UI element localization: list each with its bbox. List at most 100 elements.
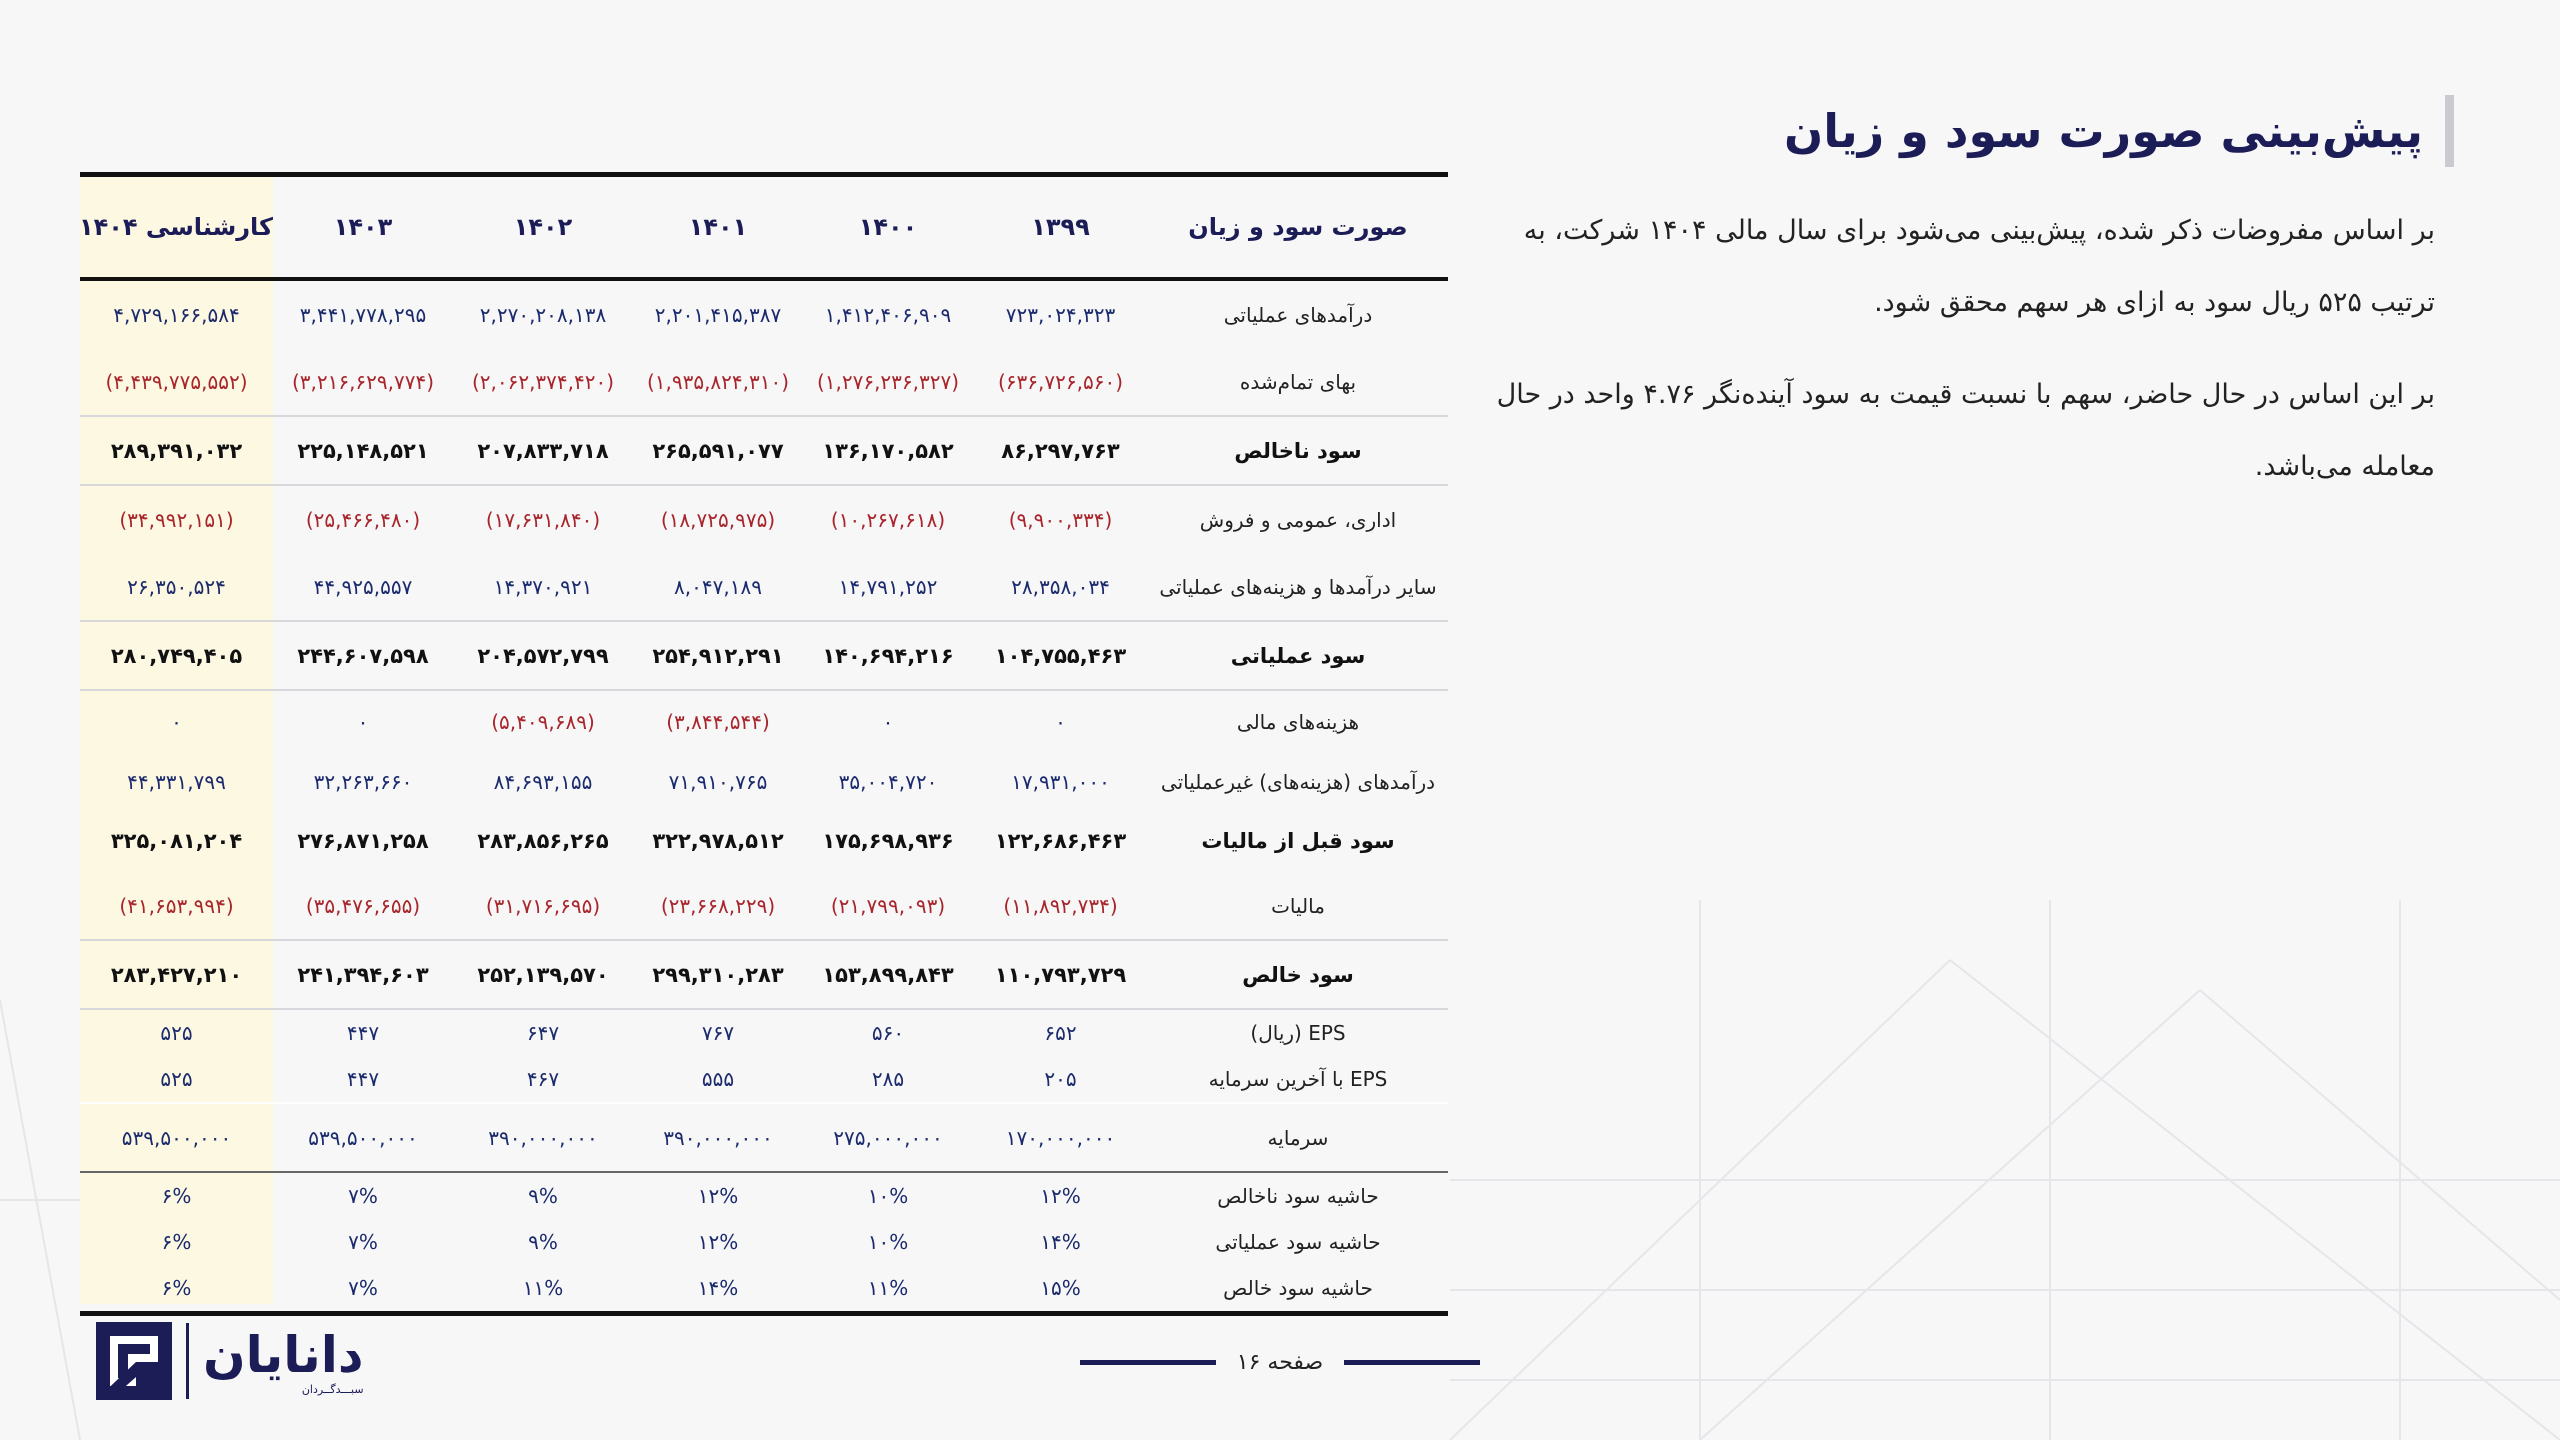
header-year-1400: ۱۴۰۰ [803, 174, 973, 281]
table-cell: (۲۳,۶۶۸,۲۲۹) [633, 872, 803, 941]
table-cell: ۳۲۵,۰۸۱,۲۰۴ [110, 829, 243, 853]
table-cell: ۰ [357, 710, 369, 734]
table-cell: ۳۲۲,۹۷۸,۵۱۲ [652, 829, 784, 853]
header-year-1402: ۱۴۰۲ [453, 174, 633, 281]
table-row: سایر درآمدها و هزینه‌های عملیاتی ۲۸,۳۵۸,… [80, 553, 1448, 622]
row-label: EPS با آخرین سرمایه [1148, 1056, 1448, 1104]
table-cell: ۵۵۵ [633, 1056, 803, 1104]
table-cell: ۲۰۵ [973, 1056, 1148, 1104]
table-cell: (۱,۹۳۵,۸۲۴,۳۱۰) [633, 348, 803, 417]
table-row: EPS با آخرین سرمایه ۲۰۵ ۲۸۵ ۵۵۵ ۴۶۷ ۴۴۷ … [80, 1056, 1448, 1104]
table-cell: ۱,۴۱۲,۴۰۶,۹۰۹ [824, 302, 952, 327]
table-cell: (۳۴,۹۹۲,۱۵۱) [119, 507, 234, 532]
table-row: درآمدهای (هزینه‌های) غیرعملیاتی ۱۷,۹۳۱,۰… [80, 753, 1448, 810]
table-cell: ۱۴% [1040, 1230, 1081, 1254]
table-cell: ۱۴۰,۶۹۴,۲۱۶ [803, 621, 973, 691]
logo-subtitle: سبـــدگــردان [301, 1382, 364, 1396]
table-cell: ۶۵۲ [1044, 1021, 1077, 1045]
description-text: بر اساس مفروضات ذکر شده، پیش‌بینی می‌شود… [1485, 195, 2435, 523]
table-cell: ۸,۰۴۷,۱۸۹ [633, 553, 803, 622]
logo-name: دانایان [203, 1325, 364, 1384]
table-cell: ۲۶۵,۵۹۱,۰۷۷ [633, 416, 803, 486]
page-title: پیش‌بینی صورت سود و زیان [1783, 104, 2423, 158]
table-cell: ۲۵۲,۱۳۹,۵۷۰ [453, 940, 633, 1010]
table-cell: (۳,۲۱۶,۶۲۹,۷۷۴) [273, 348, 453, 417]
table-cell: (۱۷,۶۳۱,۸۴۰) [485, 507, 601, 532]
title-accent-bar [2445, 95, 2454, 167]
company-logo: دانایان سبـــدگــردان [96, 1322, 364, 1400]
table-cell: ۳۹۰,۰۰۰,۰۰۰ [453, 1103, 633, 1173]
table-cell: ۲۴۱,۳۹۴,۶۰۳ [273, 940, 453, 1010]
table-cell: ۲۹۹,۳۱۰,۲۸۳ [633, 940, 803, 1010]
table-cell: ۱۵۳,۸۹۹,۸۴۳ [803, 940, 973, 1010]
income-statement-table-wrap: صورت سود و زیان ۱۳۹۹ ۱۴۰۰ ۱۴۰۱ ۱۴۰۲ ۱۴۰۳… [80, 172, 1448, 1316]
table-row: EPS (ریال) ۶۵۲ ۵۶۰ ۷۶۷ ۶۴۷ ۴۴۷ ۵۲۵ [80, 1009, 1448, 1056]
table-cell: ۳۹۰,۰۰۰,۰۰۰ [633, 1103, 803, 1173]
table-cell: ۷% [348, 1184, 378, 1208]
table-row: حاشیه سود خالص ۱۵% ۱۱% ۱۴% ۱۱% ۷% ۶% [80, 1265, 1448, 1314]
table-cell: (۹,۹۰۰,۳۳۴) [1008, 507, 1113, 532]
table-cell: ۶% [161, 1276, 192, 1300]
table-cell: ۲۸,۳۵۸,۰۳۴ [973, 553, 1148, 622]
table-cell: ۱۱% [522, 1276, 564, 1300]
table-cell: ۳,۴۴۱,۷۷۸,۲۹۵ [299, 302, 427, 327]
row-label: سود ناخالص [1148, 416, 1448, 486]
table-cell: ۱۲% [697, 1184, 739, 1208]
table-cell: ۱۰% [867, 1184, 909, 1208]
table-cell: ۴,۷۲۹,۱۶۶,۵۸۴ [113, 302, 240, 327]
table-cell: ۲۸۳,۸۵۶,۲۶۵ [477, 829, 609, 853]
table-cell: ۵۲۵ [160, 1021, 193, 1045]
header-year-1401: ۱۴۰۱ [633, 174, 803, 281]
table-cell: ۲۲۵,۱۴۸,۵۲۱ [273, 416, 453, 486]
table-cell: ۱۳۶,۱۷۰,۵۸۲ [803, 416, 973, 486]
table-row: سود قبل از مالیات ۱۲۲,۶۸۶,۴۶۳ ۱۷۵,۶۹۸,۹۳… [80, 810, 1448, 872]
row-label: سرمایه [1148, 1103, 1448, 1173]
table-cell: (۱۱,۸۹۲,۷۳۴) [973, 872, 1148, 941]
table-cell: ۲۰۴,۵۷۲,۷۹۹ [453, 621, 633, 691]
table-cell: ۶% [161, 1184, 192, 1208]
table-cell: ۹% [528, 1230, 558, 1254]
table-cell: (۳۵,۴۷۶,۶۵۵) [273, 872, 453, 941]
row-label: حاشیه سود خالص [1223, 1276, 1373, 1300]
table-cell: ۶۴۷ [526, 1021, 560, 1045]
table-cell: ۱۷۰,۰۰۰,۰۰۰ [973, 1103, 1148, 1173]
table-cell: (۱۸,۷۲۵,۹۷۵) [660, 507, 776, 532]
row-label: سود عملیاتی [1148, 621, 1448, 691]
footer-line-left [1080, 1359, 1216, 1365]
row-label: مالیات [1148, 872, 1448, 941]
table-cell: (۵,۴۰۹,۶۸۹) [491, 710, 595, 734]
table-cell: ۲۸۹,۳۹۱,۰۳۲ [80, 416, 273, 486]
table-cell: (۳۱,۷۱۶,۶۹۵) [453, 872, 633, 941]
table-cell: ۲۰۷,۸۳۳,۷۱۸ [453, 416, 633, 486]
table-cell: ۲۴۴,۶۰۷,۵۹۸ [273, 621, 453, 691]
table-cell: (۴۱,۶۵۳,۹۹۴) [80, 872, 273, 941]
table-cell: (۲۵,۴۶۶,۴۸۰) [305, 507, 421, 532]
table-cell: ۲,۲۰۱,۴۱۵,۳۸۷ [654, 302, 782, 327]
title-block: پیش‌بینی صورت سود و زیان [1784, 95, 2454, 167]
table-cell: ۰ [171, 710, 182, 734]
table-cell: ۶% [161, 1230, 192, 1254]
row-label: سود خالص [1148, 940, 1448, 1010]
table-cell: ۷% [348, 1276, 378, 1300]
table-cell: ۱۱۰,۷۹۳,۷۲۹ [973, 940, 1148, 1010]
row-label: هزینه‌های مالی [1236, 710, 1360, 734]
header-year-1403: ۱۴۰۳ [273, 174, 453, 281]
table-cell: ۲۷۵,۰۰۰,۰۰۰ [803, 1103, 973, 1173]
logo-divider [186, 1323, 189, 1399]
table-cell: ۲۸۵ [803, 1056, 973, 1104]
table-row: سود عملیاتی ۱۰۴,۷۵۵,۴۶۳ ۱۴۰,۶۹۴,۲۱۶ ۲۵۴,… [80, 621, 1448, 691]
footer-line-right [1343, 1359, 1480, 1365]
table-cell: ۱۰۴,۷۵۵,۴۶۳ [973, 621, 1148, 691]
table-cell: (۳,۸۴۴,۵۴۴) [666, 710, 770, 734]
table-cell: ۲۷۶,۸۷۱,۲۵۸ [297, 829, 429, 853]
table-cell: ۰ [1055, 710, 1066, 734]
table-cell: ۵۲۵ [80, 1056, 273, 1104]
header-year-1399: ۱۳۹۹ [973, 174, 1148, 281]
table-row: سود ناخالص ۸۶,۲۹۷,۷۶۳ ۱۳۶,۱۷۰,۵۸۲ ۲۶۵,۵۹… [80, 416, 1448, 486]
paragraph-forecast: بر اساس مفروضات ذکر شده، پیش‌بینی می‌شود… [1523, 215, 2435, 318]
paragraph-pe-ratio: بر این اساس در حال حاضر، سهم با نسبت قیم… [1496, 379, 2435, 482]
table-cell: ۱۱% [867, 1276, 909, 1300]
table-cell: ۳۲,۲۶۳,۶۶۰ [313, 769, 413, 794]
table-cell: ۱۷,۹۳۱,۰۰۰ [1011, 769, 1110, 794]
